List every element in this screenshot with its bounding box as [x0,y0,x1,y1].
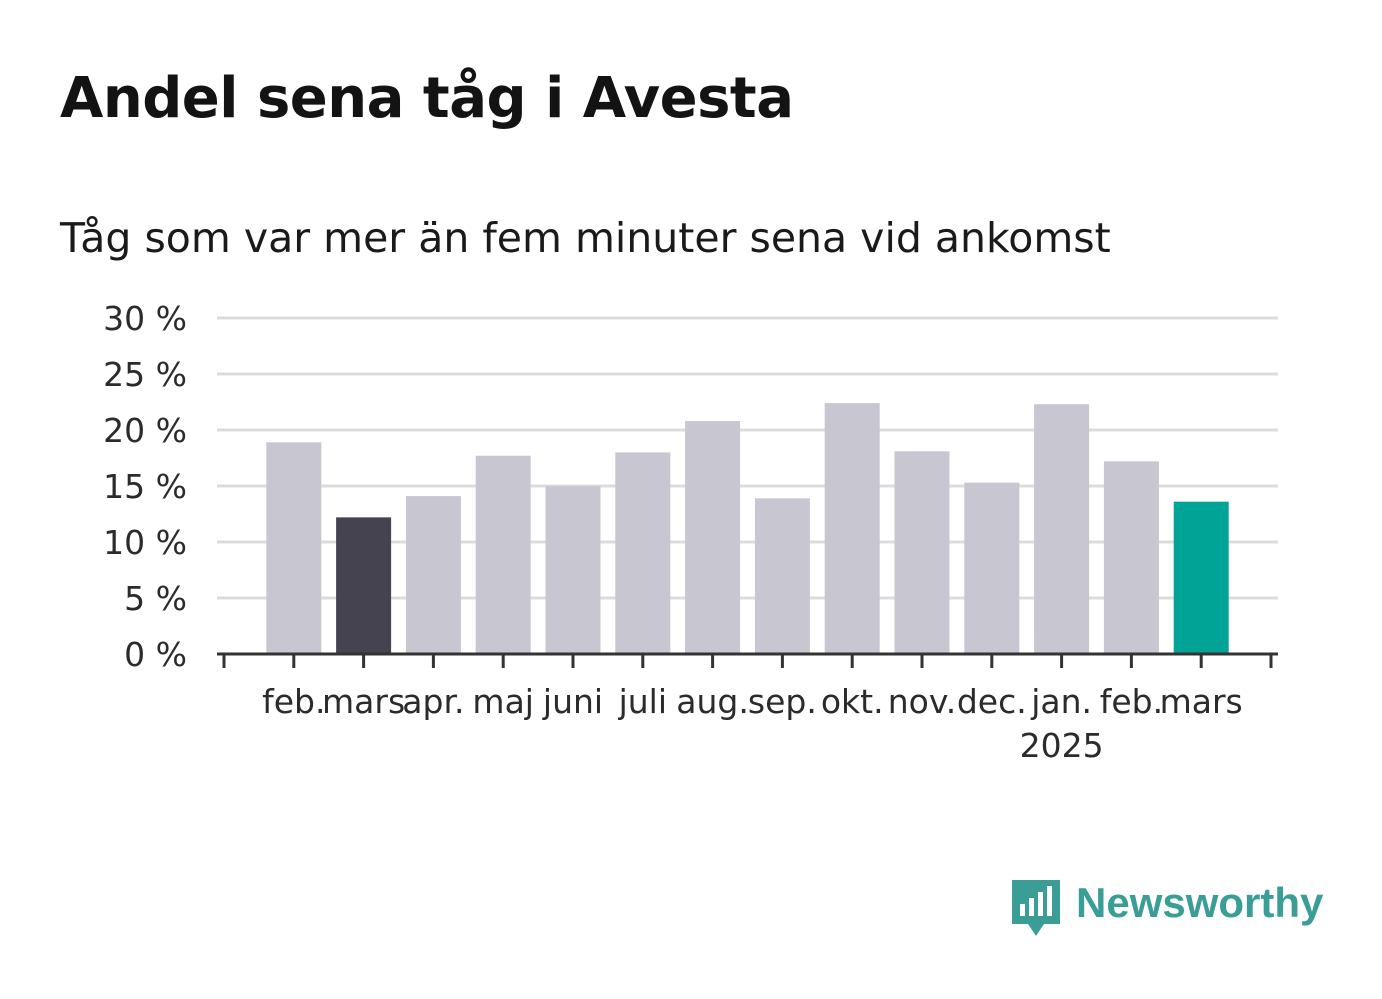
bar [475,455,531,654]
bar [615,452,671,654]
x-tick-label: juli [618,682,667,721]
x-tick-label: dec. [957,682,1027,721]
x-tick-label: okt. [821,682,884,721]
y-tick-label: 25 % [103,355,187,394]
x-tick-label: juni [542,682,603,721]
bar [894,451,950,654]
x-tick-label: maj [472,682,534,721]
chart-subtitle: Tåg som var mer än fem minuter sena vid … [60,214,1111,262]
bar [405,496,461,654]
y-tick-label: 15 % [103,467,187,506]
y-tick-label: 10 % [103,523,187,562]
bar [824,403,880,654]
y-tick-label: 30 % [103,299,187,338]
y-tick-label: 20 % [103,411,187,450]
x-tick-label: mars [1160,682,1243,721]
bar [1034,404,1090,654]
x-tick-label: aug. [676,682,749,721]
bars [266,403,1229,654]
grid-lines [217,316,1278,600]
bar [336,517,392,654]
y-axis-labels: 0 % 5 % 10 % 15 % 20 % 25 % 30 % [103,299,187,674]
chart-title: Andel sena tåg i Avesta [60,66,794,131]
newsworthy-logo: Newsworthy [1010,878,1323,940]
bar [964,482,1020,654]
brand-name: Newsworthy [1076,879,1324,926]
bar [266,442,322,654]
x-tick-label: apr. [402,682,464,721]
x-tick-label: mars [322,682,405,721]
x-tick-label: feb. [262,682,325,721]
y-tick-label: 5 % [124,579,187,618]
x-tick-sublabel: 2025 [1020,726,1104,765]
bar [754,498,810,654]
newsworthy-logo-icon [1012,880,1060,936]
bar [545,486,601,654]
bar [1173,501,1229,654]
x-tick-label: sep. [748,682,817,721]
x-tick-label: nov. [888,682,957,721]
bar [1103,461,1159,654]
x-tick-label: jan. [1030,682,1092,721]
bar [685,421,741,654]
y-tick-label: 0 % [124,635,187,674]
x-axis [217,652,1278,668]
x-tick-label: feb. [1100,682,1163,721]
